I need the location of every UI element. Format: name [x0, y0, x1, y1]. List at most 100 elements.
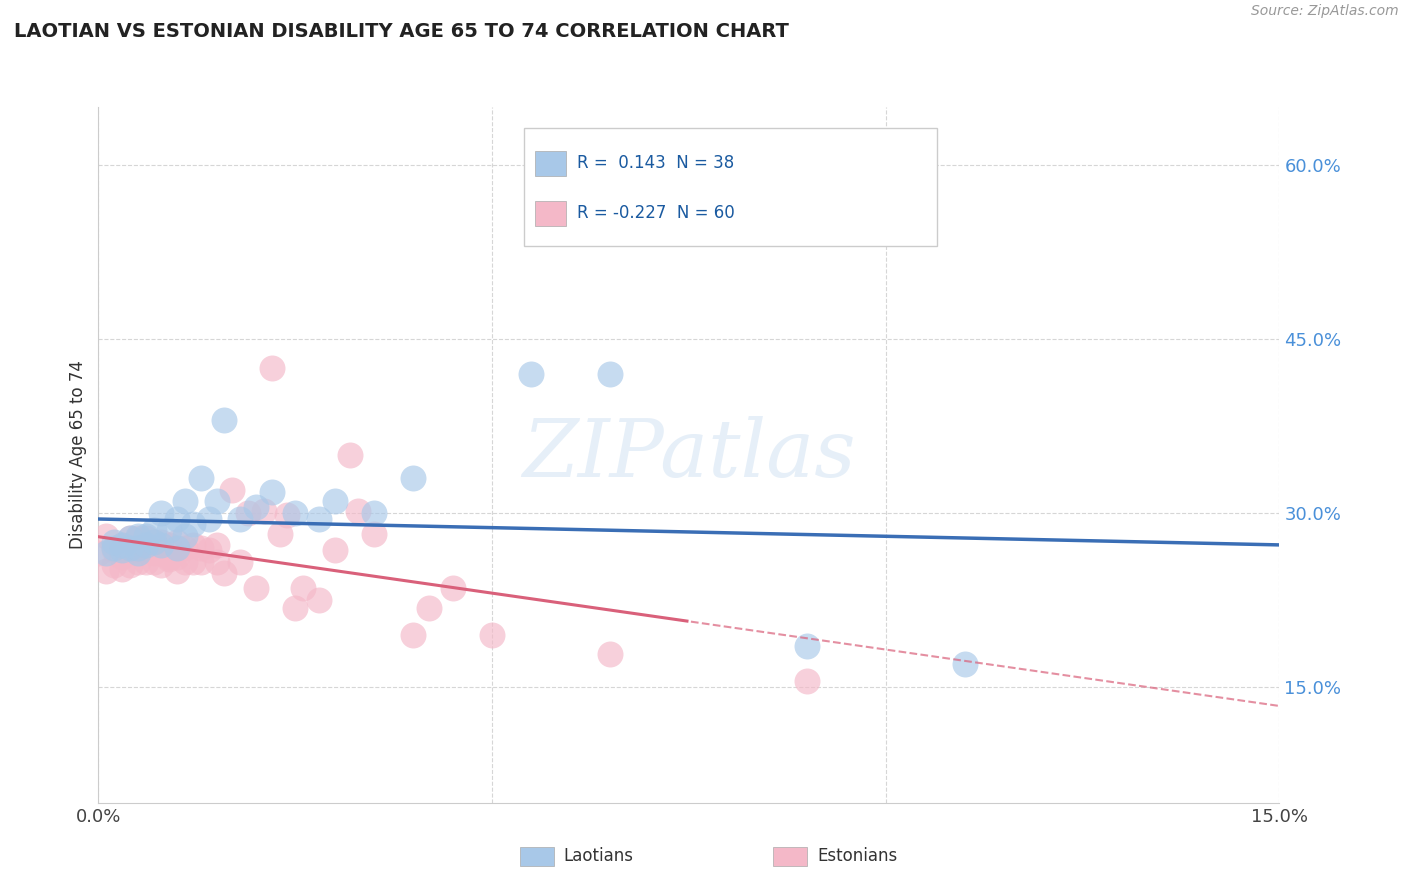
Point: [157, 552, 180, 566]
Point: [214, 413, 236, 427]
Point: [96, 564, 118, 578]
Point: [441, 582, 464, 596]
Point: [599, 648, 621, 662]
Text: Estonians: Estonians: [817, 847, 897, 865]
Point: [150, 534, 173, 549]
Point: [197, 511, 219, 525]
Point: [135, 529, 157, 543]
Point: [181, 555, 204, 569]
Point: [339, 448, 361, 462]
Point: [127, 555, 149, 569]
Point: [418, 601, 440, 615]
Point: [150, 546, 173, 561]
Point: [292, 582, 315, 596]
Point: [796, 639, 818, 653]
Point: [166, 541, 188, 555]
Point: [221, 483, 243, 497]
Point: [253, 503, 276, 517]
Point: [174, 555, 197, 569]
Point: [245, 582, 267, 596]
Point: [127, 532, 149, 546]
Text: Laotians: Laotians: [564, 847, 634, 865]
Point: [796, 674, 818, 689]
Point: [363, 526, 385, 541]
Point: [87, 546, 110, 561]
Point: [103, 541, 125, 555]
Point: [103, 558, 125, 573]
Text: ZIPatlas: ZIPatlas: [522, 417, 856, 493]
Text: Source: ZipAtlas.com: Source: ZipAtlas.com: [1251, 4, 1399, 19]
Point: [166, 534, 188, 549]
Point: [229, 511, 252, 525]
Point: [229, 555, 252, 569]
Point: [111, 549, 134, 564]
Text: R = -0.227  N = 60: R = -0.227 N = 60: [576, 204, 735, 222]
Point: [118, 541, 141, 555]
Point: [205, 555, 228, 569]
Point: [190, 541, 212, 555]
Point: [111, 561, 134, 575]
Point: [96, 546, 118, 561]
Point: [150, 538, 173, 552]
Point: [953, 657, 976, 671]
Point: [118, 543, 141, 558]
Point: [323, 494, 346, 508]
Point: [118, 532, 141, 546]
Point: [269, 526, 291, 541]
Point: [103, 543, 125, 558]
Point: [135, 538, 157, 552]
Point: [174, 494, 197, 508]
Point: [166, 564, 188, 578]
Point: [236, 506, 259, 520]
Point: [150, 558, 173, 573]
Point: [205, 538, 228, 552]
Point: [276, 508, 298, 523]
Point: [127, 546, 149, 561]
Point: [127, 541, 149, 555]
Point: [190, 471, 212, 485]
Point: [347, 503, 370, 517]
Point: [111, 538, 134, 552]
Point: [197, 543, 219, 558]
Text: R =  0.143  N = 38: R = 0.143 N = 38: [576, 154, 734, 172]
Point: [118, 558, 141, 573]
Point: [142, 555, 165, 569]
Y-axis label: Disability Age 65 to 74: Disability Age 65 to 74: [69, 360, 87, 549]
Point: [481, 628, 503, 642]
Point: [127, 543, 149, 558]
Point: [166, 549, 188, 564]
Point: [308, 511, 330, 525]
Point: [260, 360, 283, 375]
Point: [142, 546, 165, 561]
Point: [103, 534, 125, 549]
Point: [157, 538, 180, 552]
Point: [96, 529, 118, 543]
Point: [111, 538, 134, 552]
Point: [363, 506, 385, 520]
Point: [520, 367, 543, 381]
Point: [142, 534, 165, 549]
Point: [166, 511, 188, 525]
Point: [111, 543, 134, 558]
Point: [127, 529, 149, 543]
Point: [245, 500, 267, 514]
Point: [205, 494, 228, 508]
Point: [402, 471, 425, 485]
Point: [181, 538, 204, 552]
Point: [135, 555, 157, 569]
Point: [135, 532, 157, 546]
Point: [174, 529, 197, 543]
Point: [190, 555, 212, 569]
Point: [308, 592, 330, 607]
Point: [157, 523, 180, 537]
Text: LAOTIAN VS ESTONIAN DISABILITY AGE 65 TO 74 CORRELATION CHART: LAOTIAN VS ESTONIAN DISABILITY AGE 65 TO…: [14, 22, 789, 41]
Point: [214, 566, 236, 581]
Point: [174, 541, 197, 555]
Point: [181, 517, 204, 532]
Point: [135, 543, 157, 558]
Point: [260, 485, 283, 500]
Point: [142, 523, 165, 537]
Point: [284, 601, 307, 615]
Point: [323, 543, 346, 558]
Point: [118, 532, 141, 546]
